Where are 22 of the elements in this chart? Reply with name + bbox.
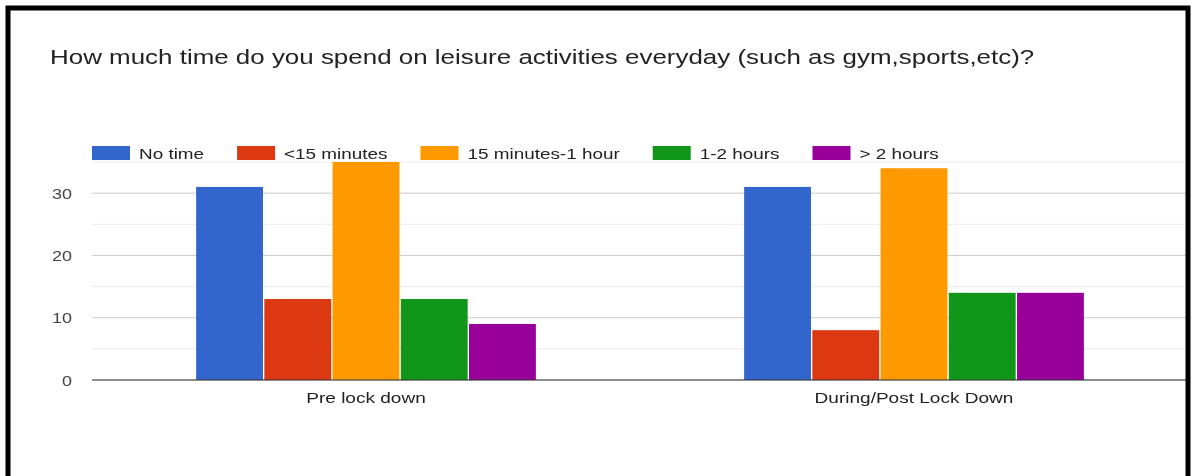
y-tick-label: 30	[52, 185, 72, 203]
x-tick-label: During/Post Lock Down	[814, 389, 1014, 407]
bar	[880, 168, 948, 380]
legend-label: No time	[139, 144, 205, 163]
x-tick-label: Pre lock down	[306, 389, 426, 407]
bar	[744, 186, 811, 380]
chart-title: How much time do you spend on leisure activities everyday (such as gym,sports,etc)?	[50, 46, 1035, 69]
y-tick-label: 0	[62, 371, 72, 390]
legend-label: <15 minutes	[284, 144, 388, 163]
bar	[400, 299, 468, 380]
bar	[196, 186, 263, 380]
y-tick-label: 10	[52, 309, 72, 327]
legend-label: 1-2 hours	[699, 144, 780, 163]
bar	[948, 292, 1016, 380]
y-tick-label: 20	[52, 247, 72, 265]
bar	[469, 323, 536, 380]
bar	[332, 162, 400, 380]
bar	[264, 299, 332, 380]
legend-label: > 2 hours	[859, 144, 940, 163]
legend-label: 15 minutes-1 hour	[467, 144, 620, 163]
bar	[812, 330, 880, 380]
bar	[1017, 292, 1084, 380]
